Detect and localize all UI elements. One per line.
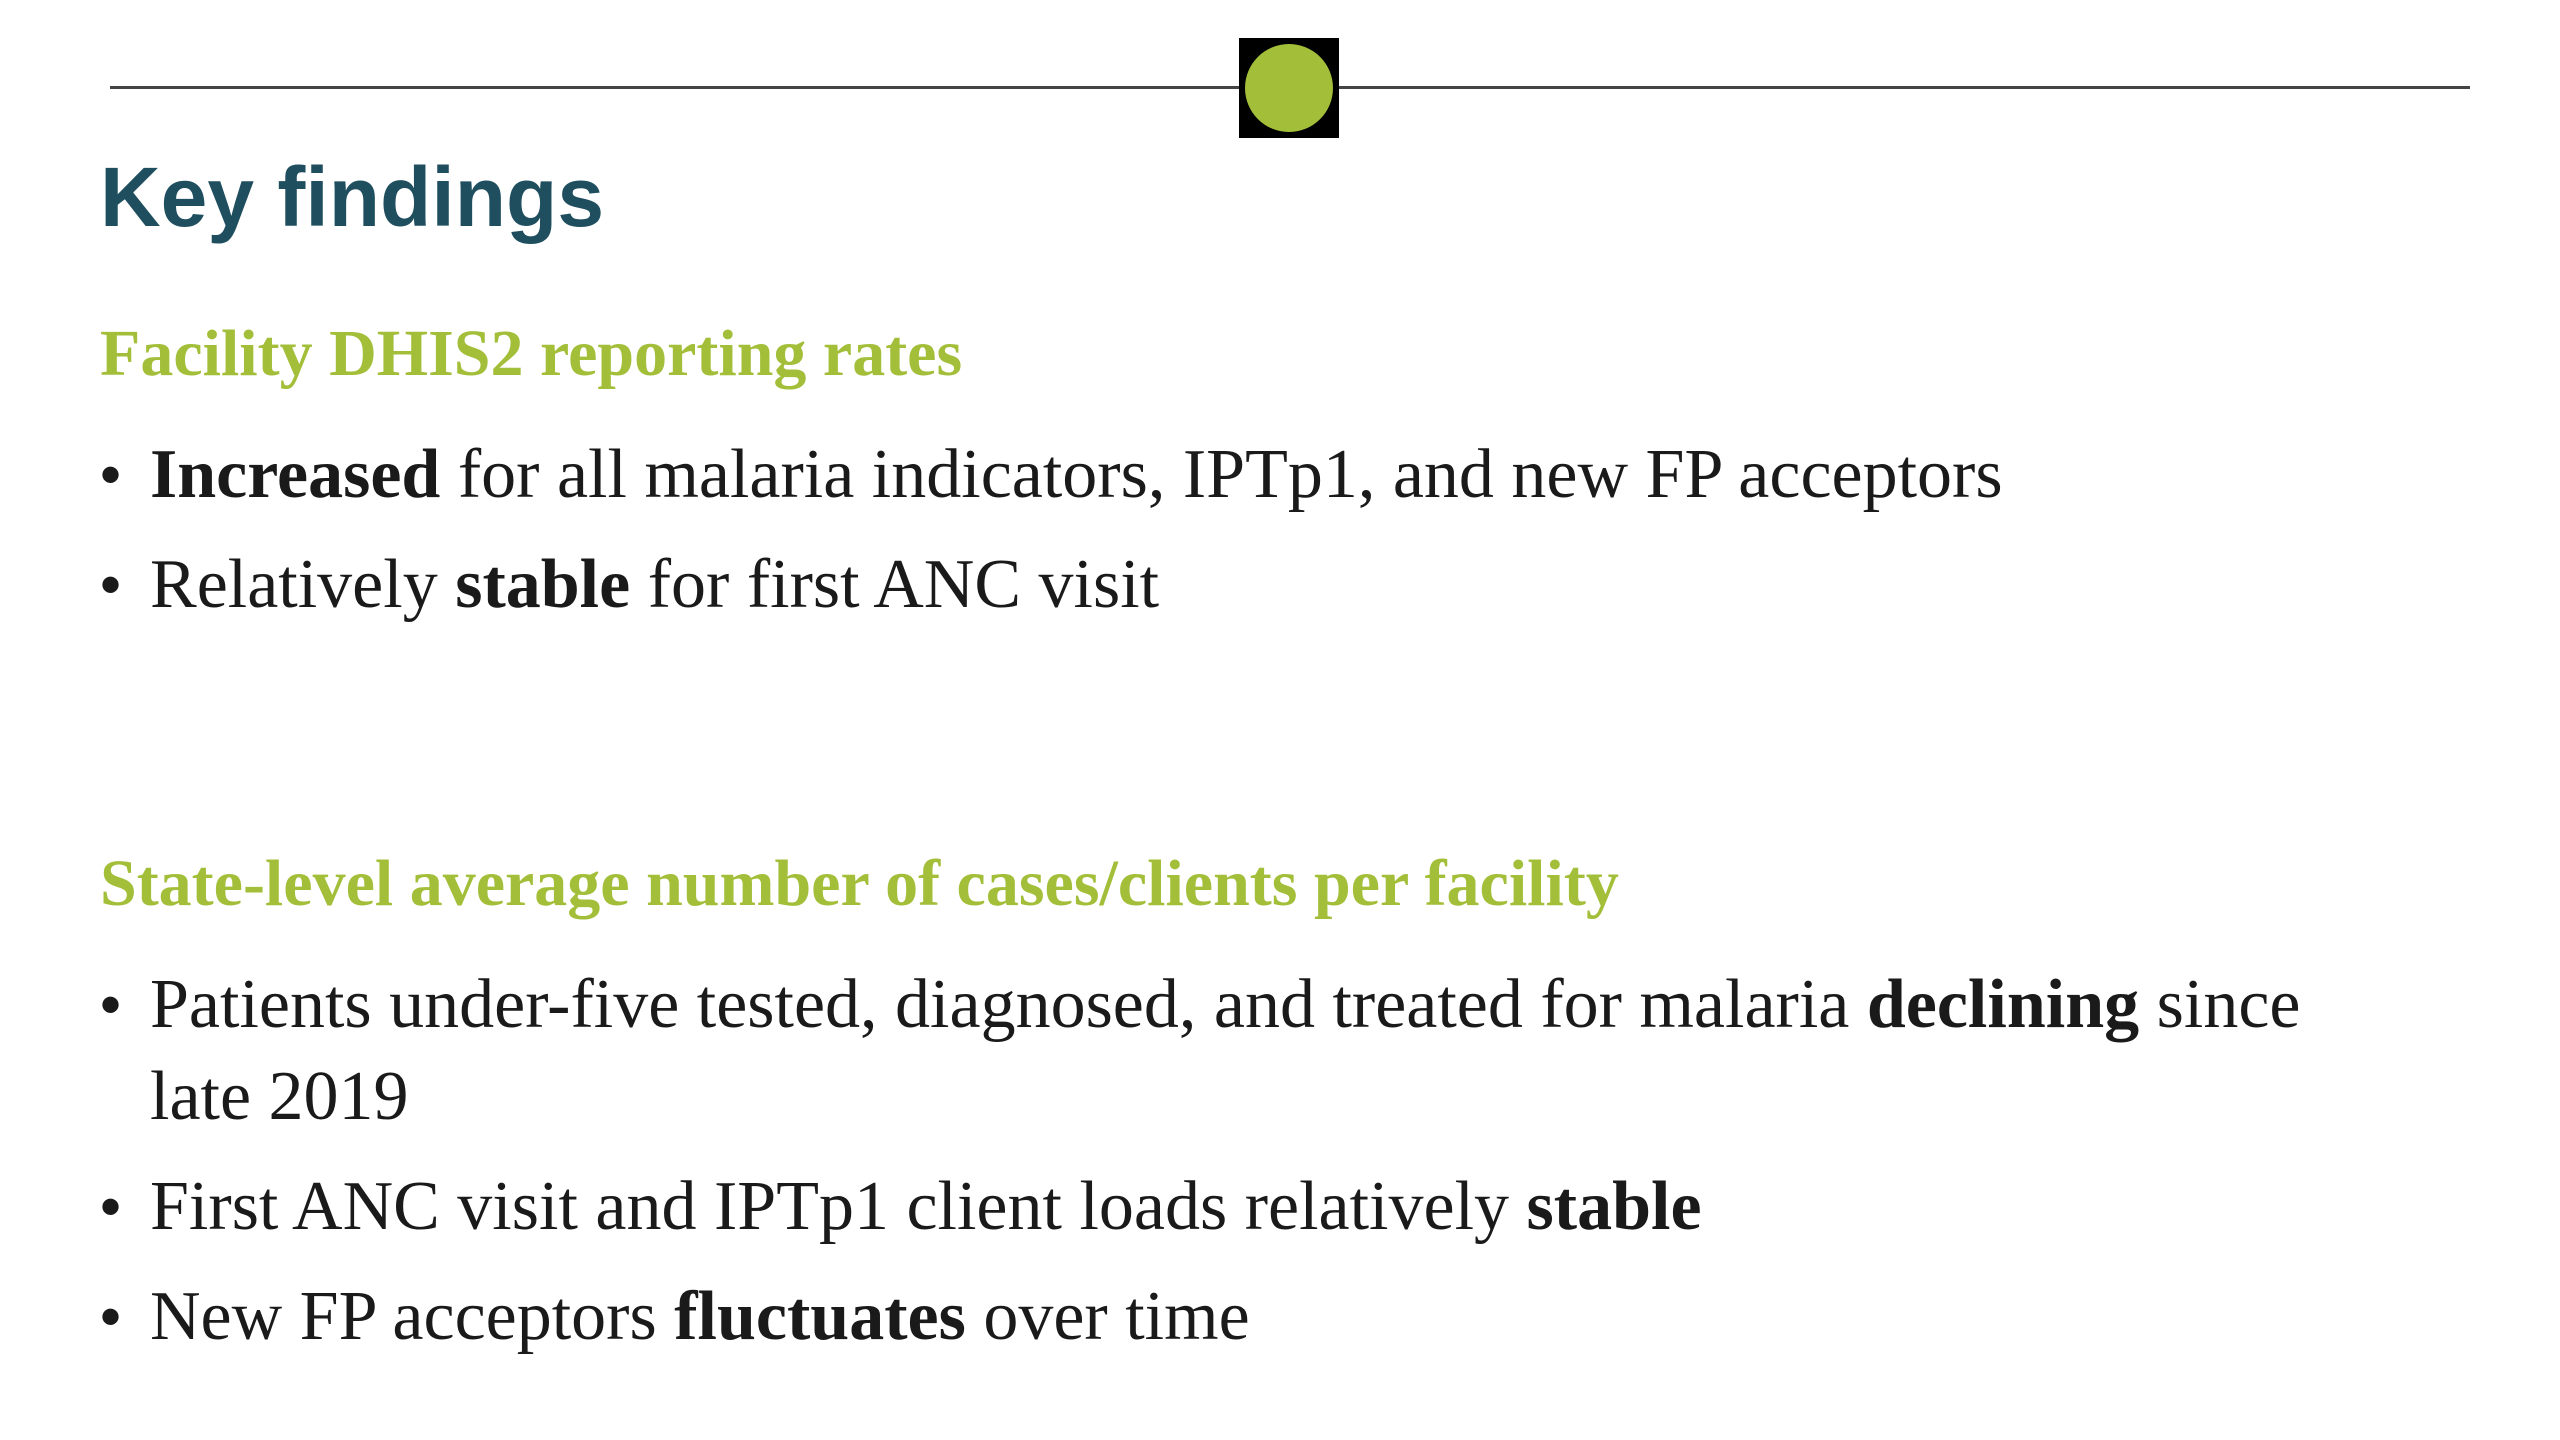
bullet-item: • Patients under-five tested, diagnosed, …: [100, 959, 2400, 1143]
section-reporting-rates: Facility DHIS2 reporting rates • Increase…: [100, 317, 2400, 631]
bullet-marker: •: [100, 440, 122, 508]
bullet-emphasis: stable: [455, 545, 631, 623]
section-average-cases: State-level average number of cases/clie…: [100, 847, 2400, 1363]
section-heading: Facility DHIS2 reporting rates: [100, 317, 963, 390]
bullet-emphasis: declining: [1866, 965, 2140, 1043]
green-circle-icon: [1245, 44, 1333, 132]
bullet-list: • Increased for all malaria indicators, I…: [100, 429, 2400, 631]
header-ornament: [1239, 38, 1339, 138]
bullet-text: over time: [965, 1277, 1250, 1355]
bullet-item: • New FP acceptors fluctuates over time: [100, 1271, 2400, 1363]
bullet-item: • First ANC visit and IPTp1 client loads …: [100, 1161, 2400, 1253]
bullet-text: for all malaria indicators, IPTp1, and n…: [440, 435, 2003, 513]
bullet-text: First ANC visit and IPTp1 client loads r…: [150, 1167, 1527, 1245]
page-title: Key findings: [100, 150, 605, 244]
bullet-text: New FP acceptors: [150, 1277, 675, 1355]
bullet-text: Relatively: [150, 545, 456, 623]
bullet-item: • Relatively stable for first ANC visit: [100, 539, 2400, 631]
bullet-emphasis: fluctuates: [674, 1277, 966, 1355]
bullet-marker: •: [100, 550, 122, 618]
bullet-marker: •: [100, 1282, 122, 1350]
bullet-emphasis: stable: [1526, 1167, 1702, 1245]
bullet-text: for first ANC visit: [630, 545, 1160, 623]
bullet-marker: •: [100, 970, 122, 1038]
bullet-text: Patients under-five tested, diagnosed, a…: [150, 965, 1867, 1043]
section-heading: State-level average number of cases/clie…: [100, 847, 1619, 920]
bullet-marker: •: [100, 1172, 122, 1240]
bullet-item: • Increased for all malaria indicators, I…: [100, 429, 2400, 521]
bullet-text: since late 2019: [150, 965, 2301, 1135]
bullet-list: • Patients under-five tested, diagnosed, …: [100, 959, 2400, 1363]
bullet-emphasis: Increased: [150, 435, 441, 513]
